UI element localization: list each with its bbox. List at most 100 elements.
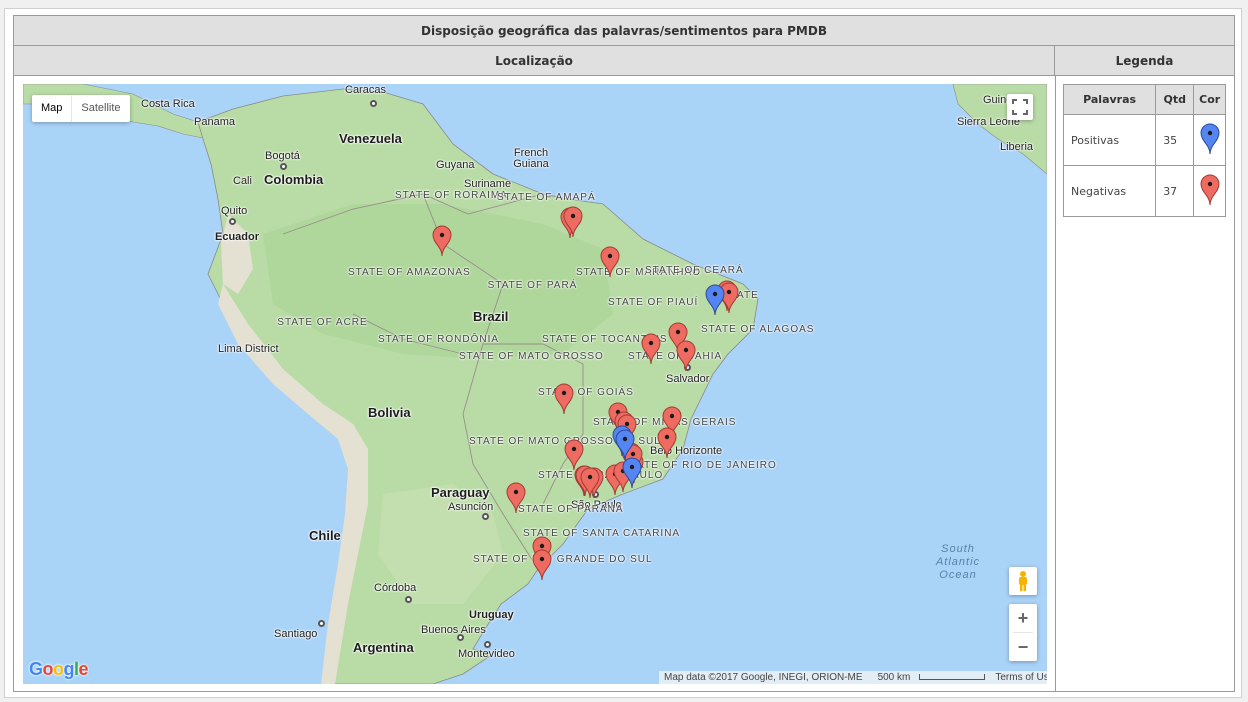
positive-marker[interactable] bbox=[622, 457, 642, 489]
city-label: Lima District bbox=[218, 343, 279, 355]
state-label: STATE OF ACRE bbox=[277, 317, 368, 328]
country-label: French Guiana bbox=[513, 147, 549, 170]
negative-marker[interactable] bbox=[506, 482, 526, 514]
country-label: Chile bbox=[309, 528, 341, 543]
legend-label: Positivas bbox=[1062, 114, 1157, 166]
pegman-icon bbox=[1019, 571, 1027, 591]
legend-color-cell bbox=[1193, 114, 1226, 166]
state-label: STATE OF MATO GROSSO DO SUL bbox=[469, 436, 660, 447]
city-label: Santiago bbox=[274, 628, 318, 640]
city-label: Salvador bbox=[666, 373, 710, 385]
zoom-out-button[interactable]: − bbox=[1017, 636, 1029, 657]
zoom-in-button[interactable]: + bbox=[1017, 607, 1029, 628]
city-dot bbox=[482, 513, 489, 520]
city-dot bbox=[457, 634, 464, 641]
country-label: Ecuador bbox=[215, 231, 260, 243]
legend-header: Legenda bbox=[1055, 46, 1234, 76]
city-label: São Paulo bbox=[571, 499, 622, 511]
negative-marker[interactable] bbox=[532, 549, 552, 581]
map-attribution-bar: Map data ©2017 Google, INEGI, ORION-ME 5… bbox=[659, 671, 1047, 684]
legend-label: Negativas bbox=[1062, 165, 1157, 217]
negative-marker[interactable] bbox=[657, 427, 677, 459]
scale-control[interactable]: 500 km bbox=[868, 672, 991, 683]
state-label: STATE OF CEARÁ bbox=[645, 265, 744, 276]
country-label: Brazil bbox=[473, 309, 509, 324]
country-label: Panama bbox=[194, 116, 235, 128]
negative-marker[interactable] bbox=[563, 206, 583, 238]
map-data-credit[interactable]: Map data ©2017 Google, INEGI, ORION-ME bbox=[664, 672, 863, 683]
legend-row-positive: Positivas 35 bbox=[1062, 114, 1226, 166]
city-dot bbox=[484, 641, 491, 648]
state-label: STATE OF RONDÔNIA bbox=[378, 334, 500, 345]
state-label: STATE OF RIO GRANDE DO SUL bbox=[473, 554, 653, 565]
negative-marker[interactable] bbox=[662, 406, 682, 438]
red-marker-icon bbox=[1200, 174, 1220, 205]
country-label: Paraguay bbox=[431, 485, 490, 500]
state-label: STATE OF PARAÍBA bbox=[723, 290, 759, 301]
city-label: Quito bbox=[221, 205, 248, 217]
fullscreen-icon bbox=[1012, 99, 1028, 115]
map-terrain bbox=[23, 84, 1047, 684]
state-label: STATE OF PARANÁ bbox=[518, 504, 624, 515]
report-frame: Disposição geográfica das palavras/senti… bbox=[13, 15, 1235, 692]
legend-header-row: Palavras Qtd Cor bbox=[1062, 84, 1226, 115]
city-label: Caracas bbox=[345, 84, 386, 96]
negative-marker[interactable] bbox=[580, 467, 600, 499]
negative-marker[interactable] bbox=[668, 322, 688, 354]
column-divider bbox=[1055, 76, 1056, 692]
city-dot bbox=[318, 620, 325, 627]
report-title: Disposição geográfica das palavras/senti… bbox=[14, 16, 1234, 46]
legend-count: 37 bbox=[1155, 165, 1195, 217]
terms-of-use-link[interactable]: Terms of Use bbox=[995, 672, 1047, 683]
city-dot bbox=[370, 100, 377, 107]
scale-label: 500 km bbox=[877, 672, 911, 683]
negative-marker[interactable] bbox=[432, 225, 452, 257]
ocean-label: South Atlantic Ocean bbox=[935, 543, 981, 581]
map-canvas[interactable]: Costa Rica Panama Venezuela Guyana Surin… bbox=[23, 84, 1047, 684]
legend-column-palavras: Palavras bbox=[1062, 84, 1157, 115]
city-label: Cali bbox=[233, 175, 252, 187]
city-dot bbox=[280, 163, 287, 170]
street-view-button[interactable] bbox=[1009, 567, 1037, 595]
legend-color-cell bbox=[1193, 165, 1226, 217]
state-label: STATE OF PIAUÍ bbox=[608, 297, 699, 308]
negative-marker[interactable] bbox=[641, 333, 661, 365]
legend-column-cor: Cor bbox=[1193, 84, 1226, 115]
city-label: Buenos Aires bbox=[421, 624, 486, 636]
state-label: STATE OF MATO GROSSO bbox=[459, 351, 603, 362]
legend-column-qtd: Qtd bbox=[1155, 84, 1195, 115]
map-type-map-button[interactable]: Map bbox=[32, 95, 73, 122]
negative-marker[interactable] bbox=[719, 282, 739, 314]
zoom-divider bbox=[1013, 632, 1033, 633]
positive-marker[interactable] bbox=[705, 284, 725, 316]
state-label: STATE OF BAHIA bbox=[628, 351, 723, 362]
legend-table: Palavras Qtd Cor Positivas 35 bbox=[1062, 84, 1226, 217]
negative-marker[interactable] bbox=[554, 383, 574, 415]
country-label: Uruguay bbox=[469, 609, 514, 621]
country-label: Venezuela bbox=[339, 131, 402, 146]
country-label: Bolivia bbox=[368, 405, 411, 420]
city-label: Asunción bbox=[448, 501, 494, 513]
zoom-control: + − bbox=[1009, 604, 1037, 661]
city-label: Montevideo bbox=[458, 648, 515, 660]
country-label: Liberia bbox=[1000, 141, 1034, 153]
google-logo[interactable]: Google bbox=[29, 659, 89, 679]
state-label: STATE OF RIO DE JANEIRO bbox=[623, 460, 777, 471]
location-header: Localização bbox=[14, 46, 1055, 76]
page-container: Disposição geográfica das palavras/senti… bbox=[4, 8, 1242, 698]
negative-marker[interactable] bbox=[600, 246, 620, 278]
country-label: Costa Rica bbox=[141, 98, 195, 110]
blue-marker-icon bbox=[1200, 123, 1220, 154]
positive-marker[interactable] bbox=[615, 429, 635, 461]
country-label: Sierra Leone bbox=[957, 116, 1020, 128]
state-label: STATE OF RORAIMA bbox=[395, 190, 508, 201]
map-type-satellite-button[interactable]: Satellite bbox=[81, 102, 121, 114]
city-label: Bogotá bbox=[265, 150, 300, 162]
negative-marker[interactable] bbox=[564, 439, 584, 471]
state-label: STATE OF ALAGOAS bbox=[701, 324, 815, 335]
fullscreen-button[interactable] bbox=[1007, 94, 1033, 120]
country-label: Suriname bbox=[464, 178, 512, 190]
city-label: Córdoba bbox=[374, 582, 417, 594]
legend-count: 35 bbox=[1155, 114, 1195, 166]
negative-marker[interactable] bbox=[676, 340, 696, 372]
